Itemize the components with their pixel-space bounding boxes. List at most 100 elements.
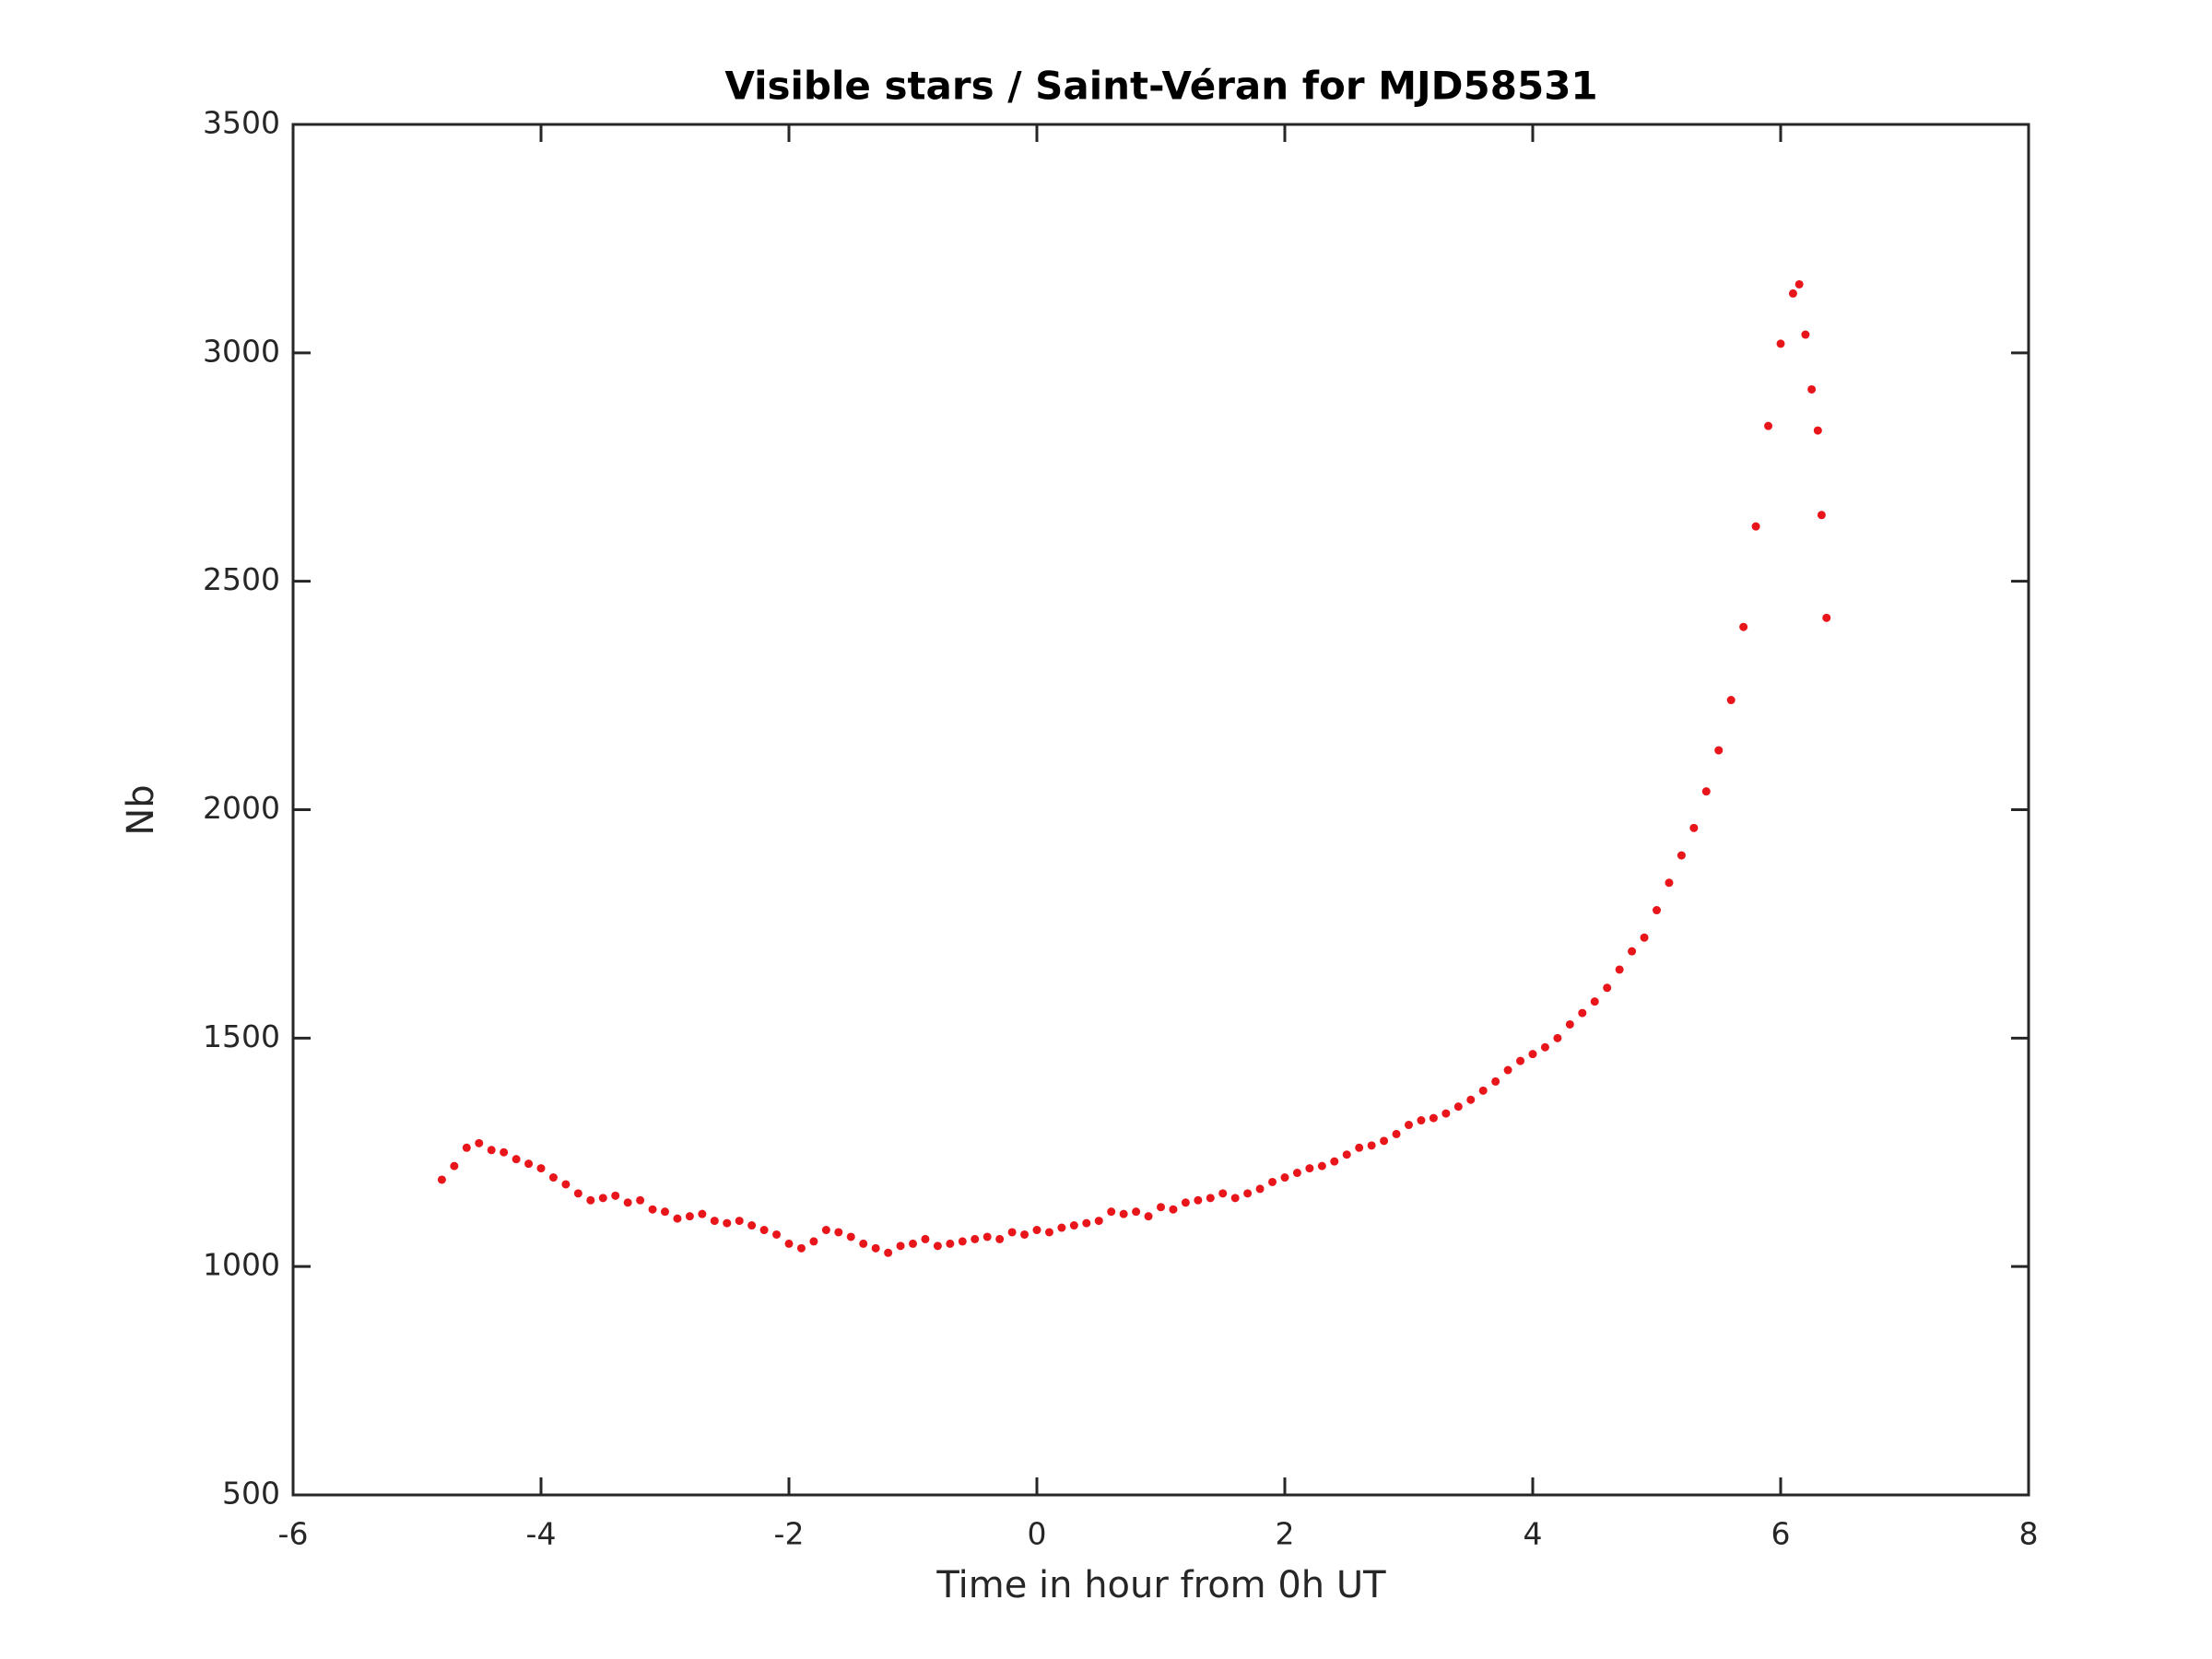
point <box>1157 1203 1165 1212</box>
point <box>573 1189 582 1198</box>
point <box>723 1218 732 1228</box>
point <box>1169 1205 1178 1214</box>
point <box>735 1217 744 1226</box>
point <box>1516 1056 1525 1065</box>
point <box>859 1239 868 1248</box>
x-tick-label: 8 <box>2019 1516 2039 1552</box>
point <box>536 1164 546 1173</box>
point <box>611 1191 620 1200</box>
point <box>1491 1077 1500 1086</box>
point <box>685 1212 694 1221</box>
point <box>1268 1177 1277 1186</box>
point <box>661 1207 669 1217</box>
point <box>1794 279 1804 288</box>
point <box>796 1243 806 1253</box>
point <box>598 1194 607 1203</box>
x-tick-label: 0 <box>1028 1516 1047 1552</box>
point <box>1181 1198 1190 1207</box>
x-tick-label: -6 <box>278 1516 309 1552</box>
plot-frame <box>291 123 2030 1497</box>
point <box>710 1217 719 1226</box>
point <box>1280 1173 1289 1182</box>
point <box>1565 1019 1574 1029</box>
point <box>1367 1141 1376 1150</box>
point <box>636 1195 645 1205</box>
point <box>1822 613 1831 622</box>
point <box>1392 1129 1401 1138</box>
point <box>1665 878 1674 888</box>
y-tick-label: 1000 <box>203 1247 280 1283</box>
point <box>1057 1223 1066 1232</box>
point <box>747 1221 757 1230</box>
point <box>958 1237 967 1246</box>
point <box>512 1155 521 1164</box>
point <box>487 1146 496 1155</box>
y-tick-label: 3000 <box>203 333 280 369</box>
x-tick-label: 4 <box>1524 1516 1543 1552</box>
point <box>1342 1150 1351 1159</box>
point <box>1764 421 1773 430</box>
point <box>437 1175 446 1184</box>
point <box>1578 1008 1587 1018</box>
x-tick-label: -2 <box>774 1516 805 1552</box>
point <box>673 1214 682 1223</box>
point <box>1540 1042 1549 1052</box>
point <box>1305 1164 1314 1173</box>
point <box>1107 1207 1116 1217</box>
point <box>896 1241 905 1251</box>
point <box>548 1173 558 1182</box>
point <box>1776 339 1785 348</box>
point <box>1194 1195 1203 1205</box>
point <box>1689 823 1699 832</box>
x-tick-label: 2 <box>1276 1516 1295 1552</box>
point <box>1230 1194 1240 1203</box>
point <box>1044 1228 1053 1237</box>
point <box>1714 746 1724 755</box>
point <box>1807 384 1817 394</box>
point <box>971 1234 980 1243</box>
point <box>1218 1189 1228 1198</box>
point <box>1813 426 1822 435</box>
point <box>982 1232 992 1241</box>
y-tick-label: 500 <box>222 1476 280 1512</box>
point <box>1317 1161 1326 1171</box>
point <box>1132 1207 1141 1217</box>
point <box>1590 997 1599 1006</box>
point <box>884 1248 893 1257</box>
point <box>698 1209 707 1218</box>
point <box>475 1138 484 1147</box>
point <box>1677 851 1686 860</box>
x-tick-label: 6 <box>1771 1516 1791 1552</box>
point <box>1503 1065 1512 1075</box>
point <box>1739 622 1748 631</box>
point <box>784 1239 794 1248</box>
point <box>1206 1194 1215 1203</box>
point <box>1032 1226 1041 1235</box>
point <box>1069 1221 1078 1230</box>
x-axis-label: Time in hour from 0h UT <box>935 1564 1386 1606</box>
point <box>1615 965 1624 974</box>
point <box>500 1147 509 1157</box>
y-axis-label: Nb <box>120 784 162 835</box>
point <box>1603 983 1612 993</box>
point <box>1094 1217 1103 1226</box>
point <box>995 1234 1005 1243</box>
point <box>846 1232 855 1241</box>
point <box>586 1195 595 1205</box>
point <box>909 1239 917 1248</box>
point <box>450 1161 459 1171</box>
y-tick-label: 2000 <box>203 790 280 826</box>
point <box>821 1226 830 1235</box>
point <box>759 1226 769 1235</box>
point <box>1355 1143 1364 1152</box>
point <box>524 1159 534 1169</box>
point <box>1255 1184 1265 1194</box>
point <box>1417 1116 1426 1125</box>
point <box>1701 787 1711 796</box>
chart-title: Visible stars / Saint-Véran for MJD58531 <box>724 64 1597 109</box>
point <box>1653 906 1661 915</box>
point <box>1801 330 1810 339</box>
point <box>1628 947 1637 956</box>
